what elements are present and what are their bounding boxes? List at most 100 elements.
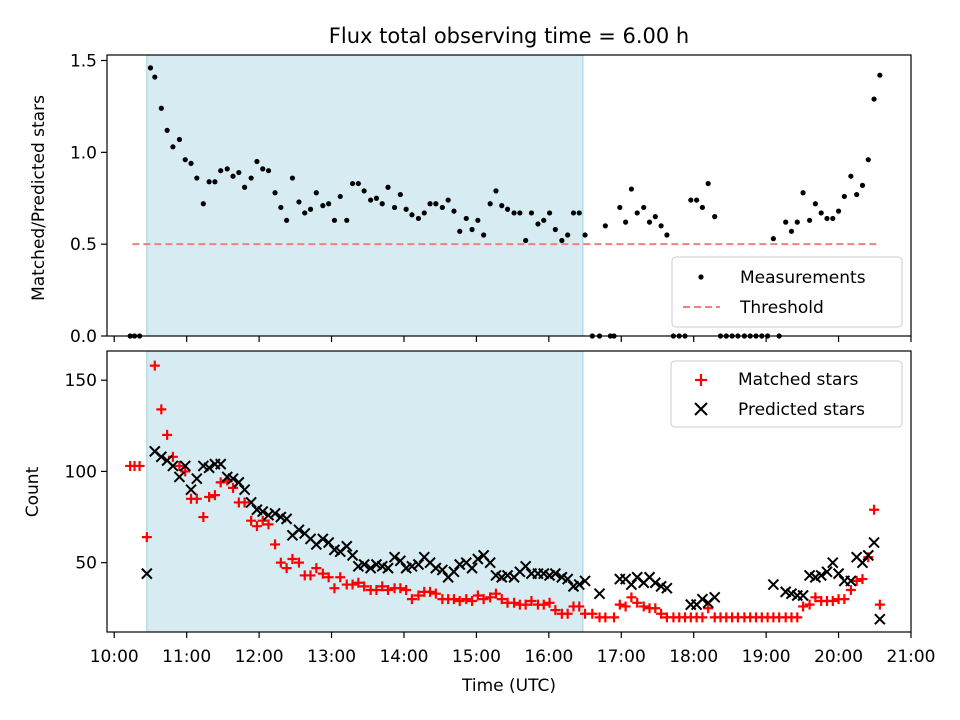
- measurement-point: [699, 204, 705, 211]
- measurement-point: [194, 175, 200, 181]
- predicted-star-point: [215, 458, 227, 470]
- measurement-point: [517, 210, 523, 216]
- measurement-point: [812, 201, 818, 207]
- legend-measurements-marker: [698, 274, 704, 280]
- measurement-point: [391, 204, 398, 211]
- measurement-point: [206, 179, 212, 185]
- predicted-star-point: [466, 562, 478, 574]
- x-tick-label: 19:00: [742, 647, 791, 667]
- measurement-point: [493, 188, 499, 194]
- matched-star-point: [317, 568, 328, 579]
- legend-measurements-label: Measurements: [740, 268, 866, 288]
- matched-star-point: [162, 429, 173, 440]
- matched-star-point: [395, 583, 406, 594]
- chart-title: Flux total observing time = 6.00 h: [329, 24, 689, 48]
- measurement-point: [628, 186, 635, 192]
- measurement-point: [385, 184, 391, 190]
- measurement-point: [824, 215, 830, 222]
- measurement-point: [158, 105, 164, 111]
- predicted-star-point: [519, 560, 532, 573]
- measurement-point: [373, 195, 380, 201]
- measurement-point: [481, 232, 487, 238]
- measurement-point: [859, 182, 866, 188]
- measurement-point: [535, 221, 541, 227]
- matched-star-point: [430, 588, 441, 599]
- predicted-star-point: [203, 462, 215, 474]
- matched-star-point: [270, 539, 281, 550]
- top-plot-frame: [106, 54, 912, 337]
- top-y-axis-label: Matched/Predicted stars: [29, 95, 49, 301]
- matched-star-point: [413, 590, 424, 601]
- x-tick-label: 17:00: [597, 647, 646, 667]
- measurement-point: [260, 166, 266, 172]
- y-tick-label: 50: [75, 554, 97, 574]
- measurement-point: [379, 201, 385, 207]
- measurement-point: [463, 215, 469, 222]
- matched-star-point: [209, 490, 220, 501]
- matched-star-point: [454, 595, 465, 606]
- predicted-star-point: [696, 593, 709, 605]
- measurement-point: [284, 217, 290, 223]
- matched-star-point: [401, 585, 412, 596]
- matched-star-point: [550, 605, 561, 616]
- matched-star-point: [697, 612, 708, 623]
- legend-matched-label: Matched stars: [738, 370, 858, 390]
- measurement-point: [788, 228, 795, 234]
- matched-star-point: [520, 599, 531, 610]
- matched-star-point: [329, 583, 340, 594]
- matched-star-point: [632, 597, 643, 608]
- predicted-star-point: [868, 536, 880, 549]
- matched-star-point: [239, 497, 250, 508]
- measurement-point: [427, 201, 433, 207]
- measurement-point: [705, 180, 711, 187]
- measurement-point: [218, 168, 224, 174]
- matched-star-point: [804, 599, 815, 610]
- measurement-point: [523, 237, 529, 244]
- bottom-y-ticks: 50 100 150: [65, 371, 107, 574]
- measurement-point: [403, 206, 409, 212]
- measurement-point: [152, 74, 158, 80]
- matched-star-point: [353, 577, 364, 588]
- matched-star-point: [626, 592, 637, 603]
- measurement-point: [504, 206, 511, 212]
- y-tick-label: 0.5: [70, 235, 97, 255]
- matched-star-point: [587, 608, 598, 619]
- predicted-star-point: [341, 540, 353, 552]
- measurement-point: [164, 127, 170, 133]
- legend-threshold-label: Threshold: [739, 298, 824, 318]
- matched-star-point: [544, 597, 555, 608]
- predicted-star-point: [579, 575, 591, 587]
- predicted-star-point: [167, 460, 179, 472]
- measurement-point: [552, 226, 558, 233]
- measurement-point: [800, 190, 806, 196]
- predicted-star-point: [593, 587, 606, 600]
- x-tick-label: 15:00: [452, 647, 501, 667]
- predicted-star-point: [269, 507, 281, 520]
- predicted-star-point: [179, 460, 191, 472]
- matched-star-point: [574, 601, 585, 612]
- measurement-point: [871, 96, 877, 102]
- matched-star-point: [798, 601, 809, 612]
- matched-star-point: [293, 557, 304, 568]
- measurement-point: [570, 210, 577, 216]
- measurement-point: [576, 210, 582, 216]
- measurement-point: [397, 191, 403, 198]
- matched-star-point: [792, 612, 803, 623]
- predicted-star-point: [549, 567, 562, 580]
- measurement-point: [623, 219, 629, 225]
- matched-star-point: [377, 581, 388, 592]
- matched-star-point: [650, 603, 661, 614]
- matched-star-point: [141, 532, 152, 543]
- measurement-point: [617, 204, 623, 211]
- measurement-point: [770, 236, 776, 242]
- predicted-star-point: [388, 551, 401, 563]
- predicted-star-point: [484, 556, 496, 569]
- matched-star-point: [174, 460, 185, 471]
- measurement-point: [337, 193, 343, 200]
- predicted-star-point: [797, 589, 809, 602]
- predicted-star-point: [406, 560, 418, 573]
- measurement-point: [818, 210, 824, 216]
- matched-star-point: [134, 460, 145, 471]
- predicted-star-point: [862, 549, 874, 562]
- predicted-star-point: [317, 533, 329, 545]
